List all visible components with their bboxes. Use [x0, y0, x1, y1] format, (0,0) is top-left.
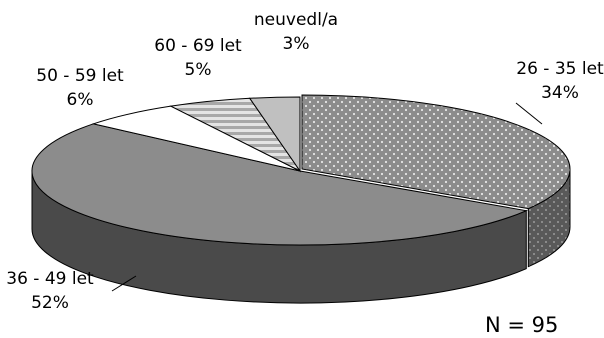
leader-lines [111, 102, 543, 292]
label-26-35-name: 26 - 35 let [516, 59, 604, 79]
label-36-49-name: 36 - 49 let [6, 269, 94, 289]
label-50-59-name: 50 - 59 let [36, 66, 124, 86]
label-26-35-pct: 34% [541, 83, 579, 103]
slice-neuvedl-a [248, 96, 301, 173]
leader-line-0 [515, 102, 543, 125]
label-neuvedl-name: neuvedl/a [254, 10, 338, 30]
label-36-49-pct: 52% [31, 293, 69, 313]
slice-26-35-let [301, 94, 571, 210]
slice-36-49-let [31, 123, 529, 246]
label-60-69-name: 60 - 69 let [154, 36, 242, 56]
sample-size-note: N = 95 [485, 313, 559, 337]
label-neuvedl-pct: 3% [283, 34, 310, 54]
label-60-69-pct: 5% [185, 60, 212, 80]
label-50-59-pct: 6% [67, 90, 94, 110]
leader-line-1 [111, 275, 137, 292]
